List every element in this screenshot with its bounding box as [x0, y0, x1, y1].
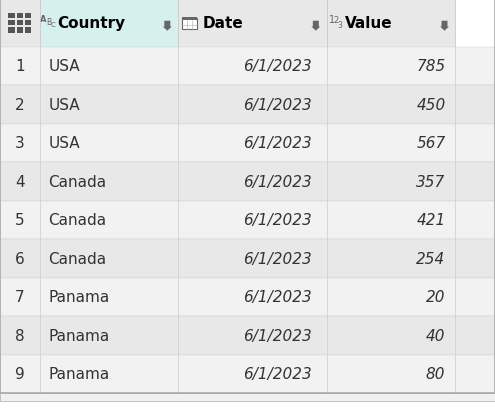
Text: 450: 450 [416, 97, 446, 113]
Text: USA: USA [49, 97, 80, 113]
Text: 2: 2 [334, 16, 339, 24]
Bar [25, 28, 32, 33]
Text: 6/1/2023: 6/1/2023 [243, 290, 312, 305]
Bar [17, 28, 23, 33]
Text: 6/1/2023: 6/1/2023 [243, 251, 312, 266]
Text: 6/1/2023: 6/1/2023 [243, 136, 312, 151]
Text: Country: Country [57, 16, 126, 31]
Text: 6/1/2023: 6/1/2023 [243, 59, 312, 74]
Text: 4: 4 [15, 174, 25, 190]
Text: 8: 8 [15, 328, 25, 343]
Text: 6/1/2023: 6/1/2023 [243, 328, 312, 343]
Bar [182, 18, 197, 21]
Text: 9: 9 [15, 366, 25, 382]
Text: 80: 80 [426, 366, 446, 382]
Text: 6: 6 [15, 251, 25, 266]
Text: 6/1/2023: 6/1/2023 [243, 213, 312, 228]
Bar [0, 124, 495, 163]
Bar [0, 278, 495, 316]
Text: Value: Value [345, 16, 392, 31]
Bar [0, 393, 495, 401]
Text: 567: 567 [416, 136, 446, 151]
Text: 2: 2 [15, 97, 25, 113]
Bar [0, 240, 495, 278]
Bar [327, 0, 455, 47]
Text: 20: 20 [426, 290, 446, 305]
FancyArrow shape [440, 21, 449, 32]
Bar [0, 0, 40, 47]
Text: 3: 3 [337, 21, 342, 29]
FancyArrow shape [311, 21, 320, 32]
Bar [0, 47, 495, 86]
Bar [25, 14, 32, 19]
Bar [0, 86, 495, 124]
Text: C: C [50, 22, 55, 28]
Bar [0, 163, 495, 201]
Text: Panama: Panama [49, 328, 110, 343]
Bar [25, 21, 32, 26]
Text: 6/1/2023: 6/1/2023 [243, 174, 312, 190]
Bar [17, 21, 23, 26]
Text: 421: 421 [416, 213, 446, 228]
Text: 5: 5 [15, 213, 25, 228]
Bar [8, 14, 15, 19]
Bar [0, 201, 495, 240]
Text: 6/1/2023: 6/1/2023 [243, 97, 312, 113]
Bar [178, 0, 327, 47]
Text: Date: Date [203, 16, 244, 31]
Text: A: A [40, 15, 47, 24]
Text: 3: 3 [15, 136, 25, 151]
Text: 254: 254 [416, 251, 446, 266]
Text: USA: USA [49, 136, 80, 151]
Text: Panama: Panama [49, 366, 110, 382]
Text: 357: 357 [416, 174, 446, 190]
Text: 7: 7 [15, 290, 25, 305]
Text: 785: 785 [416, 59, 446, 74]
Bar [8, 28, 15, 33]
Text: Canada: Canada [49, 251, 106, 266]
Bar [40, 0, 178, 47]
Text: 1: 1 [15, 59, 25, 74]
Bar [0, 316, 495, 355]
Text: Canada: Canada [49, 174, 106, 190]
Bar [182, 19, 197, 30]
Text: Canada: Canada [49, 213, 106, 228]
FancyArrow shape [163, 21, 172, 32]
Bar [8, 21, 15, 26]
Bar [0, 355, 495, 393]
Text: 40: 40 [426, 328, 446, 343]
Text: 1: 1 [329, 15, 335, 25]
Text: B: B [46, 19, 51, 27]
Text: Panama: Panama [49, 290, 110, 305]
Text: 6/1/2023: 6/1/2023 [243, 366, 312, 382]
Text: USA: USA [49, 59, 80, 74]
Bar [17, 14, 23, 19]
